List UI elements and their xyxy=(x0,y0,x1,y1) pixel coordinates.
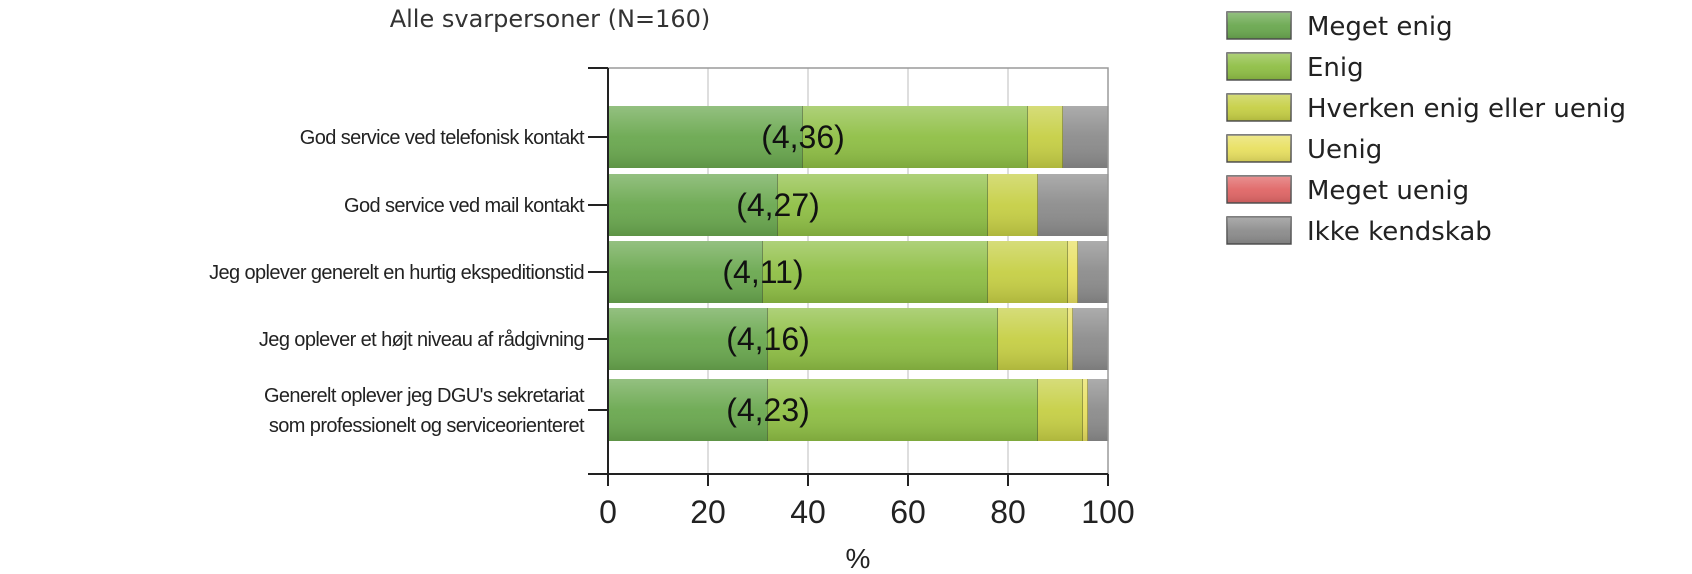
bar-segment-shade xyxy=(988,241,1068,303)
bar-segment-shade xyxy=(1063,106,1108,168)
bar-segment-shade xyxy=(768,379,1038,441)
bar-segment-shade xyxy=(608,174,778,236)
legend-label: Meget enig xyxy=(1307,12,1453,42)
mean-label: (4,23) xyxy=(726,392,810,428)
bar-segment-shade xyxy=(1073,308,1108,370)
x-tick-labels: 0 20 40 60 80 100 xyxy=(599,494,1135,530)
mean-label: (4,36) xyxy=(761,119,845,155)
legend-label: Hverken enig eller uenig xyxy=(1307,94,1626,124)
bar-segment-shade xyxy=(803,106,1028,168)
bar-segment-shade xyxy=(1028,106,1063,168)
bar-segment-shade xyxy=(1088,379,1108,441)
legend-swatch-shade xyxy=(1227,53,1291,80)
bar-segment-shade xyxy=(988,174,1038,236)
bar-segment-shade xyxy=(998,308,1068,370)
category-label: God service ved telefonisk kontakt xyxy=(300,127,585,149)
bar-segment-shade xyxy=(1038,379,1083,441)
legend-label: Uenig xyxy=(1307,135,1382,165)
x-tick-label: 100 xyxy=(1081,494,1134,530)
category-label: Jeg oplever generelt en hurtig ekspediti… xyxy=(209,262,584,284)
legend-swatch-shade xyxy=(1227,217,1291,244)
category-label: Jeg oplever et højt niveau af rådgivning xyxy=(259,329,584,351)
bar-segment-shade xyxy=(608,241,763,303)
bar-segment-shade xyxy=(608,106,803,168)
x-axis-label: % xyxy=(846,543,871,574)
category-labels: God service ved telefonisk kontakt God se… xyxy=(209,127,586,437)
category-label: God service ved mail kontakt xyxy=(344,195,585,217)
bar-segment-shade xyxy=(1078,241,1108,303)
x-tick-label: 80 xyxy=(990,494,1026,530)
bar-segment-shade xyxy=(608,308,768,370)
mean-labels: (4,36) (4,27) (4,11) (4,16) (4,23) xyxy=(722,119,844,428)
x-tick-label: 20 xyxy=(690,494,726,530)
legend-swatch-shade xyxy=(1227,12,1291,39)
bar-segment-shade xyxy=(763,241,988,303)
x-tick-label: 60 xyxy=(890,494,926,530)
legend-swatch-shade xyxy=(1227,176,1291,203)
category-label: som professionelt og serviceorienteret xyxy=(269,415,585,437)
x-tick-label: 0 xyxy=(599,494,617,530)
category-label: Generelt oplever jeg DGU's sekretariat xyxy=(264,385,585,407)
legend-label: Meget uenig xyxy=(1307,176,1469,206)
mean-label: (4,16) xyxy=(726,321,810,357)
bar-segment-shade xyxy=(1068,308,1073,370)
bar-segment-shade xyxy=(1038,174,1108,236)
chart-title: Alle svarpersoner (N=160) xyxy=(390,5,711,33)
legend-swatch-shade xyxy=(1227,135,1291,162)
legend-label: Enig xyxy=(1307,53,1364,83)
axes xyxy=(588,67,1109,486)
bar-segment-shade xyxy=(1083,379,1088,441)
mean-label: (4,27) xyxy=(736,187,820,223)
legend: Meget enig Enig Hverken enig eller uenig Ue… xyxy=(1226,11,1626,247)
mean-label: (4,11) xyxy=(722,254,803,290)
bar-segment-shade xyxy=(608,379,768,441)
legend-label: Ikke kendskab xyxy=(1307,217,1492,247)
bar-segment-shade xyxy=(1068,241,1078,303)
bars xyxy=(608,106,1109,441)
legend-swatch-shade xyxy=(1227,94,1291,121)
x-tick-label: 40 xyxy=(790,494,826,530)
bar-segment-shade xyxy=(768,308,998,370)
bar-segment-shade xyxy=(778,174,988,236)
